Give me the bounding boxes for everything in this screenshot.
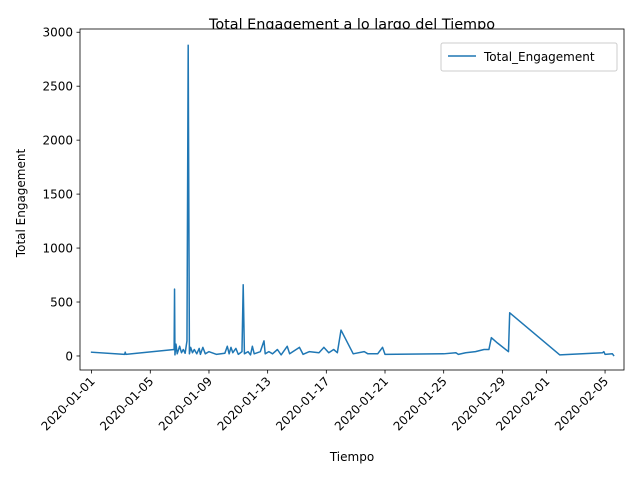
y-tick-label: 500 [50,296,73,310]
x-axis-label: Tiempo [329,450,374,464]
y-tick-label: 1500 [42,188,73,202]
legend-box [440,42,618,72]
series-line-total-engagement [90,44,615,357]
legend: Total_Engagement [440,42,618,72]
y-tick-label: 0 [65,349,73,363]
y-tick-label: 2500 [42,80,73,94]
plot-frame [79,28,625,371]
legend-label: Total_Engagement [483,50,595,64]
y-tick-label: 1000 [42,242,73,256]
y-axis-ticks: 0 500 1000 1500 2000 2500 3000 [42,26,80,363]
y-axis-label: Total Engagement [14,149,28,259]
plot-background [80,29,624,370]
y-tick-label: 2000 [42,134,73,148]
y-tick-label: 3000 [42,26,73,40]
